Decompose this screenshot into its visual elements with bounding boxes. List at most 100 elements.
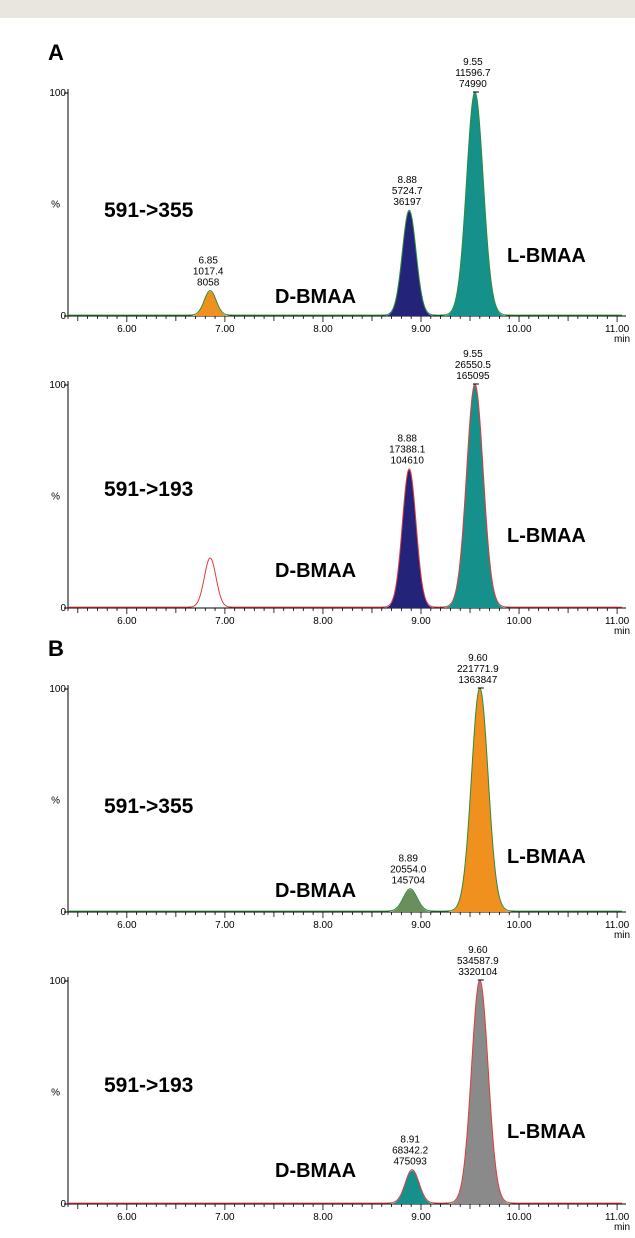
d-bmaa-label: D-BMAA bbox=[275, 560, 356, 582]
y-axis-label: % bbox=[51, 200, 60, 211]
x-tick-label: 8.00 bbox=[313, 616, 333, 627]
chromatogram-a-591-193: 0 100% 6.00 7.00 8.00 9.00 10.00 11.00 min 8.88 17… bbox=[0, 349, 635, 642]
transition-label: 591->355 bbox=[104, 199, 194, 222]
transition-label: 591->193 bbox=[104, 478, 193, 501]
peak-label: 6.85 bbox=[198, 255, 218, 266]
x-tick-label: 8.00 bbox=[313, 1212, 333, 1223]
x-tick-label: 7.00 bbox=[215, 324, 235, 335]
y-axis-label: % bbox=[51, 492, 60, 503]
peak-label: 165095 bbox=[456, 371, 490, 382]
peak-label: 74990 bbox=[459, 79, 487, 90]
x-tick-label: 6.00 bbox=[117, 324, 137, 335]
peak-label: 3320104 bbox=[458, 967, 497, 978]
y-tick-label: 100 bbox=[49, 380, 66, 391]
peak-fill bbox=[446, 689, 514, 912]
x-tick-label: 9.00 bbox=[411, 1212, 431, 1223]
y-tick-label: 0 bbox=[60, 907, 66, 918]
chromatogram-a-591-355: 0 100% 6.00 7.00 8.00 9.00 10.00 11.00 min 6.85 10… bbox=[0, 57, 635, 350]
y-axis-label: % bbox=[51, 1088, 60, 1099]
y-tick-label: 0 bbox=[60, 311, 66, 322]
x-tick-label: 9.00 bbox=[411, 324, 431, 335]
y-tick-label: 100 bbox=[49, 976, 66, 987]
peak-fill bbox=[186, 291, 234, 316]
peak-label: 17388.1 bbox=[389, 445, 426, 456]
peak-label: 221771.9 bbox=[457, 664, 499, 675]
peak-label: 534587.9 bbox=[457, 956, 499, 967]
peak-label: 475093 bbox=[393, 1157, 427, 1168]
peak-label: 8058 bbox=[197, 277, 220, 288]
peak-fill bbox=[381, 469, 437, 608]
x-tick-label: 7.00 bbox=[215, 616, 235, 627]
peak-label: 11596.7 bbox=[455, 68, 491, 79]
peak-label: 36197 bbox=[393, 197, 421, 208]
peak-label: 68342.2 bbox=[392, 1146, 429, 1157]
x-unit-label: min bbox=[614, 334, 630, 345]
chromatogram-b-591-193: 0 100% 6.00 7.00 8.00 9.00 10.00 11.00 min 8.91 68… bbox=[0, 945, 635, 1238]
x-tick-label: 11.00 bbox=[605, 920, 630, 931]
peak-label: 8.88 bbox=[397, 175, 417, 186]
y-axis-label: % bbox=[51, 796, 60, 807]
y-tick-label: 0 bbox=[60, 1199, 66, 1210]
chromatogram-trace bbox=[68, 91, 622, 316]
section-label-a: A bbox=[48, 40, 64, 65]
x-tick-label: 7.00 bbox=[215, 1212, 235, 1223]
peak-label: 9.60 bbox=[468, 653, 488, 664]
x-unit-label: min bbox=[614, 626, 630, 637]
x-tick-label: 11.00 bbox=[605, 616, 630, 627]
peak-fill bbox=[382, 889, 438, 912]
x-tick-label: 10.00 bbox=[507, 1212, 532, 1223]
y-tick-label: 100 bbox=[49, 684, 66, 695]
x-tick-label: 10.00 bbox=[507, 324, 532, 335]
y-tick-label: 0 bbox=[60, 603, 66, 614]
x-tick-label: 11.00 bbox=[605, 324, 630, 335]
peak-label: 1017.4 bbox=[193, 266, 224, 277]
peak-label: 8.88 bbox=[397, 434, 417, 445]
peak-fill bbox=[446, 981, 514, 1204]
x-tick-label: 9.00 bbox=[411, 616, 431, 627]
d-bmaa-label: D-BMAA bbox=[275, 1160, 356, 1182]
peak-label: 26550.5 bbox=[455, 360, 492, 371]
peak-label: 1363847 bbox=[458, 675, 497, 686]
x-tick-label: 7.00 bbox=[215, 920, 235, 931]
x-tick-label: 10.00 bbox=[507, 920, 532, 931]
x-tick-label: 8.00 bbox=[313, 324, 333, 335]
x-tick-label: 6.00 bbox=[117, 1212, 137, 1223]
x-tick-label: 8.00 bbox=[313, 920, 333, 931]
peak-label: 20554.0 bbox=[390, 865, 427, 876]
peak-fill bbox=[381, 211, 437, 316]
l-bmaa-label: L-BMAA bbox=[507, 245, 586, 267]
transition-label: 591->355 bbox=[104, 795, 194, 818]
x-tick-label: 11.00 bbox=[605, 1212, 630, 1223]
x-unit-label: min bbox=[614, 1222, 630, 1233]
peak-label: 9.55 bbox=[463, 57, 483, 68]
peak-label: 145704 bbox=[392, 876, 426, 887]
chromatogram-b-591-355: 0 100% 6.00 7.00 8.00 9.00 10.00 11.00 min 8.89 20… bbox=[0, 653, 635, 946]
l-bmaa-label: L-BMAA bbox=[507, 846, 586, 868]
transition-label: 591->193 bbox=[104, 1074, 193, 1097]
peak-label: 104610 bbox=[391, 456, 425, 467]
peak-label: 9.55 bbox=[463, 349, 483, 360]
peak-fill bbox=[441, 385, 509, 608]
x-tick-label: 6.00 bbox=[117, 920, 137, 931]
y-tick-label: 100 bbox=[49, 88, 66, 99]
chromatogram-trace bbox=[68, 687, 622, 912]
top-banner bbox=[0, 0, 635, 18]
d-bmaa-label: D-BMAA bbox=[275, 286, 356, 308]
peak-fill bbox=[384, 1170, 440, 1204]
peak-label: 9.60 bbox=[468, 945, 488, 956]
x-unit-label: min bbox=[614, 930, 630, 941]
peak-label: 8.89 bbox=[398, 854, 418, 865]
section-label-b: B bbox=[48, 636, 64, 661]
d-bmaa-label: D-BMAA bbox=[275, 880, 356, 902]
chromatogram-trace bbox=[68, 383, 622, 608]
x-tick-label: 6.00 bbox=[117, 616, 137, 627]
l-bmaa-label: L-BMAA bbox=[507, 525, 586, 547]
l-bmaa-label: L-BMAA bbox=[507, 1121, 586, 1143]
peak-label: 5724.7 bbox=[392, 186, 423, 197]
x-tick-label: 10.00 bbox=[507, 616, 532, 627]
x-tick-label: 9.00 bbox=[411, 920, 431, 931]
